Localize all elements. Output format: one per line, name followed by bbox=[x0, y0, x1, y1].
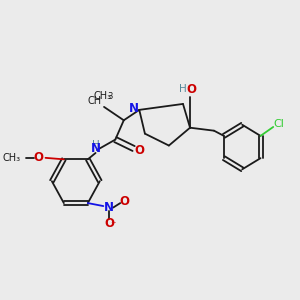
Text: CH: CH bbox=[87, 96, 101, 106]
Text: 3: 3 bbox=[107, 92, 112, 101]
Text: O: O bbox=[34, 151, 44, 164]
Text: H: H bbox=[92, 140, 99, 150]
Text: N: N bbox=[129, 102, 139, 115]
Text: O: O bbox=[119, 195, 130, 208]
Text: Cl: Cl bbox=[273, 119, 284, 129]
Text: N: N bbox=[104, 201, 114, 214]
Text: CH₃: CH₃ bbox=[2, 153, 20, 163]
Text: O: O bbox=[104, 218, 114, 230]
Text: CH₃: CH₃ bbox=[94, 91, 112, 101]
Text: N: N bbox=[91, 142, 100, 155]
Text: O: O bbox=[186, 82, 197, 96]
Text: ⁻: ⁻ bbox=[110, 220, 116, 230]
Text: H: H bbox=[179, 84, 187, 94]
Text: O: O bbox=[135, 143, 145, 157]
